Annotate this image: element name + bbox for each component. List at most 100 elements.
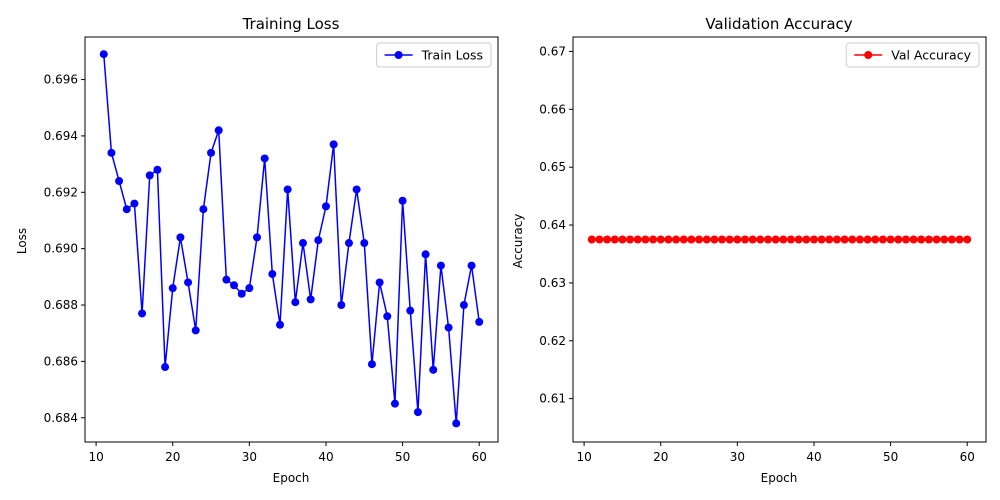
data-point [383, 312, 392, 321]
data-point [344, 239, 353, 248]
x-tick-label: 60 [472, 450, 487, 464]
legend-frame [376, 42, 492, 68]
data-point [260, 154, 269, 163]
data-point [276, 320, 285, 329]
data-point [641, 235, 650, 244]
data-point [725, 235, 734, 244]
y-axis-label: Accuracy [511, 214, 525, 269]
data-point [99, 50, 108, 59]
data-point [138, 309, 147, 318]
data-point [656, 235, 665, 244]
data-point [940, 235, 949, 244]
x-tick-label: 30 [730, 450, 745, 464]
y-tick-label: 0.63 [539, 276, 566, 290]
data-point [702, 235, 711, 244]
data-point [452, 419, 461, 428]
data-point [306, 295, 315, 304]
data-point [237, 289, 246, 298]
data-point [863, 235, 872, 244]
y-tick-label: 0.688 [44, 298, 78, 312]
data-point [649, 235, 658, 244]
data-point [161, 363, 170, 372]
data-point [184, 278, 193, 287]
data-point [817, 235, 826, 244]
legend-label: Train Loss [421, 48, 483, 63]
data-point [718, 235, 727, 244]
data-point [429, 365, 438, 374]
data-point [595, 235, 604, 244]
data-point [459, 301, 468, 310]
data-point [886, 235, 895, 244]
data-point [467, 261, 476, 270]
y-tick-label: 0.694 [44, 129, 78, 143]
data-point [748, 235, 757, 244]
y-tick-label: 0.684 [44, 411, 78, 425]
data-point [733, 235, 742, 244]
data-point [291, 298, 300, 307]
chart-title: Validation Accuracy [705, 15, 852, 33]
data-point [298, 239, 307, 248]
data-point [809, 235, 818, 244]
data-point [710, 235, 719, 244]
data-point [779, 235, 788, 244]
y-tick-label: 0.65 [539, 160, 566, 174]
data-point [924, 235, 933, 244]
data-point [855, 235, 864, 244]
y-tick-label: 0.64 [539, 218, 566, 232]
data-point [222, 275, 231, 284]
data-point [871, 235, 880, 244]
x-tick-label: 10 [576, 450, 591, 464]
x-axis-label: Epoch [273, 471, 310, 485]
chart-title: Training Loss [242, 15, 340, 33]
x-tick-label: 50 [395, 450, 410, 464]
data-point [664, 235, 673, 244]
y-tick-label: 0.686 [44, 354, 78, 368]
data-point [421, 250, 430, 259]
training-loss-panel: Training Loss Epoch Loss 10 20 30 40 50 60 0.6… [15, 15, 499, 485]
plot-area [84, 36, 499, 443]
data-point [406, 306, 415, 315]
data-point [756, 235, 765, 244]
series-line [103, 54, 480, 424]
data-point [878, 235, 887, 244]
data-point [618, 235, 627, 244]
legend-label: Val Accuracy [891, 48, 971, 63]
data-point [168, 284, 177, 293]
legend-frame [845, 42, 980, 68]
x-tick-label: 40 [318, 450, 333, 464]
plot-area [572, 36, 987, 443]
data-point [840, 235, 849, 244]
data-point [679, 235, 688, 244]
x-tick-label: 30 [242, 450, 257, 464]
x-tick-label: 20 [165, 450, 180, 464]
data-point [672, 235, 681, 244]
data-point [337, 301, 346, 310]
y-tick-label: 0.62 [539, 334, 566, 348]
data-point [825, 235, 834, 244]
data-point [283, 185, 292, 194]
data-point [321, 202, 330, 211]
data-point [695, 235, 704, 244]
y-tick-label: 0.692 [44, 185, 78, 199]
data-point [153, 165, 162, 174]
data-point [367, 360, 376, 369]
data-point [444, 323, 453, 332]
legend-marker [394, 51, 403, 59]
data-point [360, 239, 369, 248]
validation-accuracy-panel: Validation Accuracy Epoch Accuracy 10 20 3… [511, 15, 987, 485]
data-point [329, 140, 338, 149]
x-axis-label: Epoch [761, 471, 798, 485]
data-point [268, 270, 277, 279]
data-point [764, 235, 773, 244]
y-tick-label: 0.67 [539, 44, 566, 58]
data-point [901, 235, 910, 244]
data-point [475, 317, 484, 326]
data-point [245, 284, 254, 293]
data-point [199, 205, 208, 214]
data-point [932, 235, 941, 244]
x-tick-label: 10 [88, 450, 103, 464]
data-point [771, 235, 780, 244]
data-point [955, 235, 964, 244]
data-point [786, 235, 795, 244]
